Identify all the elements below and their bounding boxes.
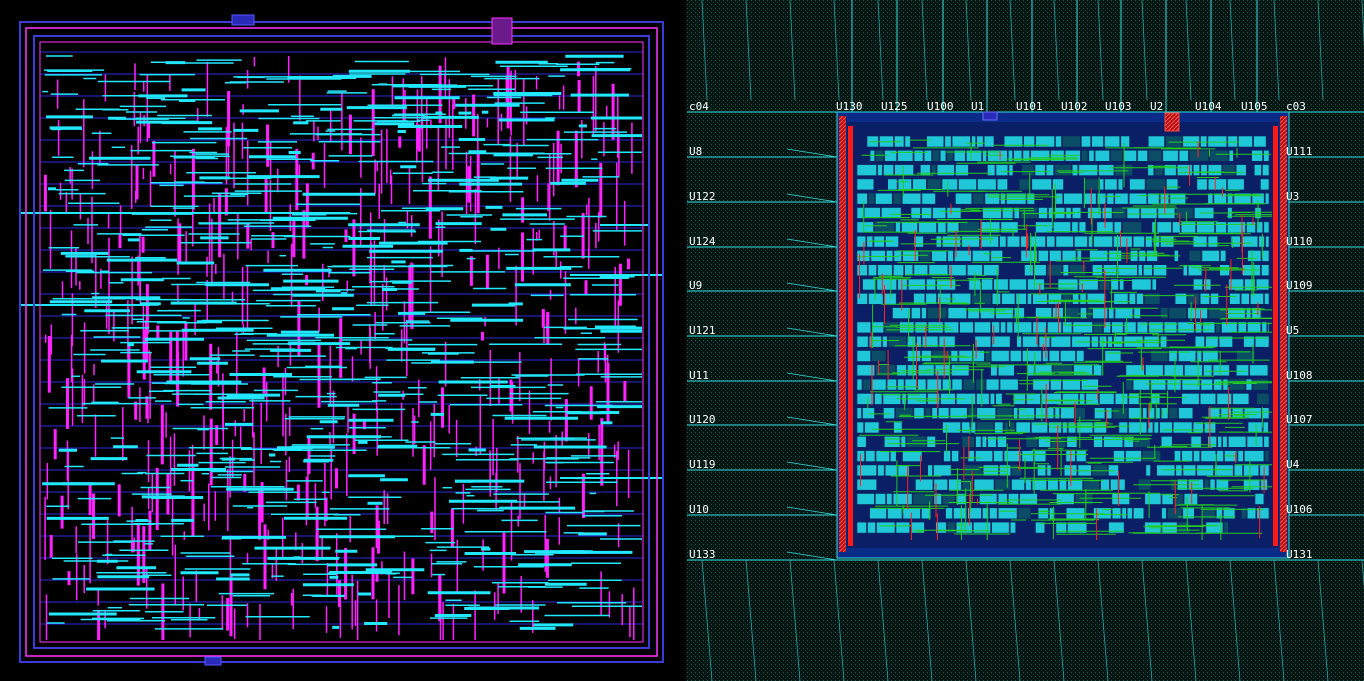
pin-label-left: U8 (689, 145, 702, 158)
pin-label-top: U102 (1061, 100, 1088, 113)
pin-label-right: U3 (1286, 190, 1299, 203)
pin-label-left: U122 (689, 190, 716, 203)
pin-label-top: U1 (971, 100, 984, 113)
pin-labels: c04 c03 U130 U125 U100 U1 U101 U102 U103 U2 U104 U1… (689, 100, 1313, 561)
pin-label-left: U9 (689, 279, 702, 292)
pin-label-top: U2 (1150, 100, 1163, 113)
placed-layout-view[interactable]: c04 c03 U130 U125 U100 U1 U101 U102 U103 U2 U104 U1… (687, 0, 1364, 681)
pin-label-right: U109 (1286, 279, 1313, 292)
pin-label-top: U101 (1016, 100, 1043, 113)
placed-layout-canvas[interactable]: c04 c03 U130 U125 U100 U1 U101 U102 U103 U2 U104 U1… (687, 0, 1364, 681)
pin-label-top: U105 (1241, 100, 1268, 113)
view-divider (685, 0, 687, 681)
pin-label-left: U10 (689, 503, 709, 516)
bottom-io-pad (204, 656, 222, 666)
routed-layout-canvas[interactable] (0, 0, 685, 681)
pin-label-right: U111 (1286, 145, 1313, 158)
horizontal-metal-wires (20, 54, 663, 630)
top-pad-blue (982, 111, 998, 121)
corner-label-top-right: c03 (1286, 100, 1306, 113)
pin-label-right: U107 (1286, 413, 1313, 426)
pin-label-left: U119 (689, 458, 716, 471)
pin-label-right: U5 (1286, 324, 1299, 337)
pin-label-top: U125 (881, 100, 908, 113)
pin-label-right: U106 (1286, 503, 1313, 516)
pin-label-right: U4 (1286, 458, 1300, 471)
top-io-pad-left (231, 14, 255, 26)
power-ring (839, 111, 1287, 552)
routed-wires (857, 139, 1272, 540)
pin-label-left: U124 (689, 235, 716, 248)
pin-label-left: U11 (689, 369, 709, 382)
pin-label-top: U103 (1105, 100, 1132, 113)
pin-label-right: U110 (1286, 235, 1313, 248)
placed-cells (856, 135, 1270, 534)
corner-label-top-left: c04 (689, 100, 709, 113)
pin-label-right: U108 (1286, 369, 1313, 382)
pin-label-top: U104 (1195, 100, 1222, 113)
pin-label-left: U121 (689, 324, 716, 337)
top-io-pad-right (491, 17, 513, 45)
pin-label-left: U120 (689, 413, 716, 426)
pin-label-top: U100 (927, 100, 954, 113)
routed-layout-view[interactable] (0, 0, 685, 681)
pin-label-left: U133 (689, 548, 716, 561)
core-power-ring (19, 14, 664, 666)
pin-label-right: U131 (1286, 548, 1313, 561)
top-pad-red (1164, 112, 1180, 132)
pin-label-top: U130 (836, 100, 863, 113)
